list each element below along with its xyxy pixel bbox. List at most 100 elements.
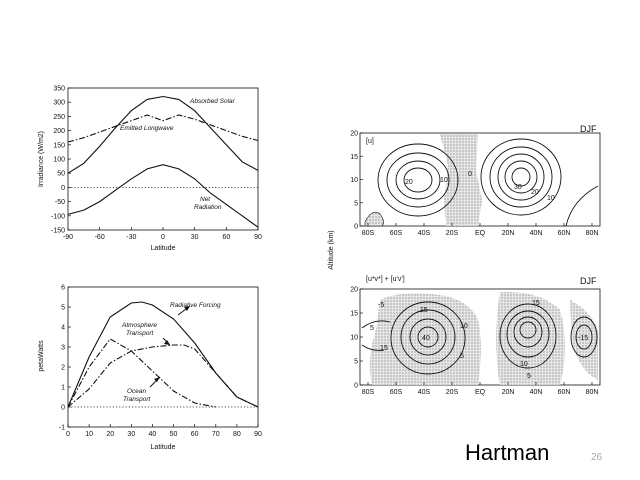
flux-label-15a: 15 (420, 307, 428, 314)
altitude-tick-label: 0 (354, 224, 358, 231)
net-radiation-label-2: Radiation (194, 204, 222, 211)
latitude-tick-label: 40N (530, 389, 543, 396)
irradiance-y-axis-label: Irradiance (W/m2) (38, 131, 45, 187)
negative-flux-shaded-region-south (369, 293, 481, 385)
atmosphere-transport-label-1: Atmosphere (121, 322, 157, 329)
x-tick-label: 0 (66, 431, 70, 438)
x-tick-label: 40 (149, 431, 157, 438)
y-tick-label: 5 (61, 305, 65, 312)
y-tick-label: 2 (61, 365, 65, 372)
contour-label-30-north: 30 (514, 184, 522, 191)
absorbed-solar-series-line (67, 95, 259, 174)
latitude-tick-label: 60N (558, 389, 571, 396)
y-tick-label: 0 (61, 405, 65, 412)
atmosphere-transport-label-2: Transport (126, 330, 155, 337)
x-tick-label: 90 (254, 431, 262, 438)
latitude-tick-label: 60S (390, 230, 403, 237)
altitude-tick-label: 5 (354, 359, 358, 366)
flux-label-15c: 15 (380, 345, 388, 352)
altitude-tick-label: 20 (350, 131, 358, 138)
y-tick-label: 200 (53, 128, 65, 135)
polar-shaded-region (364, 211, 384, 227)
y-tick-label: 100 (53, 157, 65, 164)
latitude-tick-label: 60S (390, 389, 403, 396)
transport-plot-frame (67, 286, 259, 428)
y-tick-label: -100 (51, 213, 65, 220)
latitude-tick-label: 20S (446, 389, 459, 396)
latitude-tick-label: 80S (362, 230, 375, 237)
slide-number: 26 (591, 452, 603, 463)
latitude-tick-label: 80S (362, 389, 375, 396)
y-tick-label: 1 (61, 385, 65, 392)
absorbed-solar-label: Absorbed Solar (189, 98, 236, 105)
latitude-tick-label: 20S (446, 230, 459, 237)
ocean-transport-series-line (67, 338, 216, 408)
x-tick-label: -60 (95, 234, 105, 241)
momentum-flux-contours (361, 301, 598, 375)
x-tick-label: 30 (191, 234, 199, 241)
emitted-longwave-label: Emitted Longwave (120, 125, 174, 132)
altitude-tick-label: 0 (354, 383, 358, 390)
altitude-tick-label: 20 (350, 287, 358, 294)
positive-flux-shaded-region-north (496, 291, 565, 385)
x-tick-label: 30 (127, 431, 135, 438)
altitude-tick-label: 5 (354, 200, 358, 207)
flux-label-neg15: -15 (578, 335, 588, 342)
y-tick-label: 4 (61, 325, 65, 332)
altitude-tick-label: 10 (350, 335, 358, 342)
flux-label-10a: 10 (520, 361, 528, 368)
x-tick-label: 20 (106, 431, 114, 438)
latitude-tick-label: 60N (558, 230, 571, 237)
x-tick-label: -90 (63, 234, 73, 241)
y-tick-label: 150 (53, 142, 65, 149)
contour-label-10-north: 10 (547, 195, 555, 202)
contour-label-10-south: 10 (440, 177, 448, 184)
latitude-tick-label: 20N (502, 230, 515, 237)
flux-label-10b: 10 (460, 323, 468, 330)
latitude-tick-label: 40S (418, 230, 431, 237)
latitude-tick-label: 40S (418, 389, 431, 396)
y-tick-label: 3 (61, 345, 65, 352)
arrowhead-ocean (154, 377, 160, 382)
irradiance-plot-frame (67, 87, 259, 231)
latitude-tick-label: EQ (475, 230, 486, 237)
transport-x-axis-label: Latitude (151, 444, 176, 451)
contour-label-20-north: 20 (531, 189, 539, 196)
latitude-tick-label: 20N (502, 389, 515, 396)
x-tick-label: 90 (254, 234, 262, 241)
zonal-wind-contours (377, 138, 599, 227)
x-tick-label: 60 (222, 234, 230, 241)
flux-label-5a: 5 (370, 325, 374, 332)
y-tick-label: -150 (51, 228, 65, 235)
ocean-transport-label-1: Ocean (127, 388, 147, 395)
momentum-flux-contour-chart: -5 5 15 40 15 10 5 15 10 5 -15 [u*v*] + … (350, 276, 601, 396)
y-tick-label: 50 (57, 171, 65, 178)
momentum-flux-panel-label: [u*v*] + [u'v'] (366, 276, 405, 283)
altitude-tick-label: 10 (350, 177, 358, 184)
x-tick-label: 10 (85, 431, 93, 438)
net-radiation-label-1: Net (200, 196, 211, 203)
y-tick-label: 300 (53, 100, 65, 107)
net-radiation-series-line (67, 164, 259, 228)
x-tick-label: 70 (212, 431, 220, 438)
y-tick-label: -1 (59, 425, 65, 432)
flux-label-5b: 5 (527, 373, 531, 380)
flux-label-15b: 15 (532, 300, 540, 307)
x-tick-label: 0 (161, 234, 165, 241)
transport-y-axis-label: petaWatts (38, 340, 45, 372)
y-tick-label: 350 (53, 86, 65, 93)
radiative-forcing-series-line (67, 301, 259, 408)
contour-label-20-south: 20 (405, 179, 413, 186)
emitted-longwave-series-line (67, 114, 259, 143)
x-tick-label: 60 (191, 431, 199, 438)
altitude-tick-label: 15 (350, 154, 358, 161)
atmosphere-transport-series-line (67, 344, 259, 408)
y-tick-label: -50 (55, 199, 65, 206)
easterly-shaded-region (440, 134, 482, 226)
radiative-forcing-label: Radiative Forcing (170, 302, 221, 309)
ocean-transport-label-2: Transport (123, 396, 152, 403)
momentum-flux-season-label: DJF (580, 276, 597, 286)
